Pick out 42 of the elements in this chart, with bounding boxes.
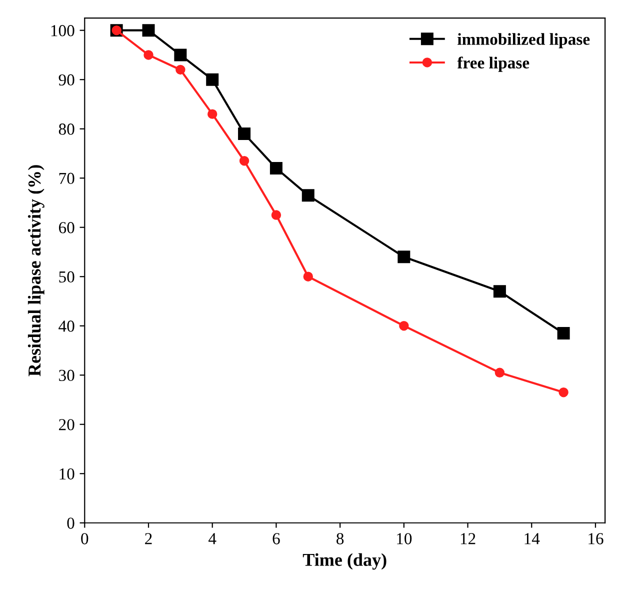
x-axis-title: Time (day) xyxy=(302,553,386,570)
x-tick-label: 0 xyxy=(81,533,88,544)
y-tick-label: 0 xyxy=(67,518,74,529)
point xyxy=(493,285,506,298)
point xyxy=(399,321,409,331)
point xyxy=(557,326,570,340)
y-axis-title: Residual lipase activity (%) xyxy=(28,165,44,376)
point xyxy=(270,162,282,174)
legend-label: immobilized lipase xyxy=(458,33,590,48)
y-tick-label: 50 xyxy=(59,271,74,283)
point xyxy=(239,156,250,166)
legend-label: free lipase xyxy=(457,56,530,72)
point xyxy=(207,109,218,119)
point xyxy=(142,24,155,37)
point xyxy=(176,64,186,75)
point xyxy=(174,48,187,62)
y-tick-label: 20 xyxy=(58,419,74,430)
point xyxy=(206,73,219,86)
x-tick-label: 2 xyxy=(145,533,152,544)
point xyxy=(398,250,410,264)
y-tick-label: 10 xyxy=(60,468,74,480)
point xyxy=(144,50,154,60)
y-tick-label: 90 xyxy=(58,74,74,86)
point xyxy=(238,128,251,140)
x-tick-label: 12 xyxy=(460,533,476,544)
x-tick-label: 10 xyxy=(397,533,412,544)
point xyxy=(558,387,568,398)
y-tick-label: 30 xyxy=(59,370,74,382)
y-tick-label: 100 xyxy=(51,25,74,36)
y-tick-label: 70 xyxy=(59,172,74,184)
y-tick-label: 40 xyxy=(58,320,74,332)
x-tick-label: 16 xyxy=(588,533,604,544)
y-tick-label: 80 xyxy=(58,124,74,135)
point xyxy=(302,189,314,202)
point xyxy=(271,210,282,220)
point xyxy=(494,368,505,378)
point xyxy=(303,272,313,282)
y-tick-label: 60 xyxy=(58,222,74,234)
x-tick-label: 14 xyxy=(524,533,540,544)
x-tick-label: 8 xyxy=(336,533,344,544)
x-tick-label: 6 xyxy=(272,533,280,544)
x-tick-label: 4 xyxy=(208,533,216,544)
